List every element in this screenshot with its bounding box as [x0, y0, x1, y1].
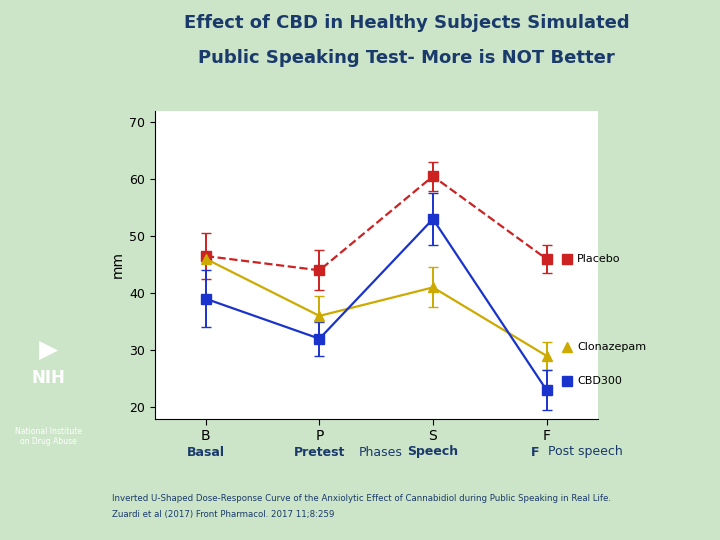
Y-axis label: mm: mm: [111, 251, 125, 278]
Text: ▶: ▶: [39, 338, 58, 362]
Text: Speech: Speech: [408, 446, 459, 458]
Text: Pretest: Pretest: [294, 446, 345, 458]
Text: Zuardi et al (2017) Front Pharmacol. 2017 11;8:259: Zuardi et al (2017) Front Pharmacol. 201…: [112, 510, 334, 519]
Text: Effect of CBD in Healthy Subjects Simulated: Effect of CBD in Healthy Subjects Simula…: [184, 14, 629, 31]
Text: Clonazepam: Clonazepam: [577, 342, 647, 352]
Text: NIH: NIH: [32, 369, 66, 387]
Text: Post speech: Post speech: [548, 446, 623, 458]
Text: F: F: [531, 446, 539, 458]
Text: Public Speaking Test- More is NOT Better: Public Speaking Test- More is NOT Better: [199, 49, 615, 66]
Text: Placebo: Placebo: [577, 254, 621, 264]
Text: Inverted U-Shaped Dose-Response Curve of the Anxiolytic Effect of Cannabidiol du: Inverted U-Shaped Dose-Response Curve of…: [112, 494, 611, 503]
Text: Basal: Basal: [187, 446, 225, 458]
Text: CBD300: CBD300: [577, 376, 622, 387]
Text: Phases: Phases: [359, 446, 403, 458]
Text: National Institute
on Drug Abuse: National Institute on Drug Abuse: [15, 427, 82, 446]
